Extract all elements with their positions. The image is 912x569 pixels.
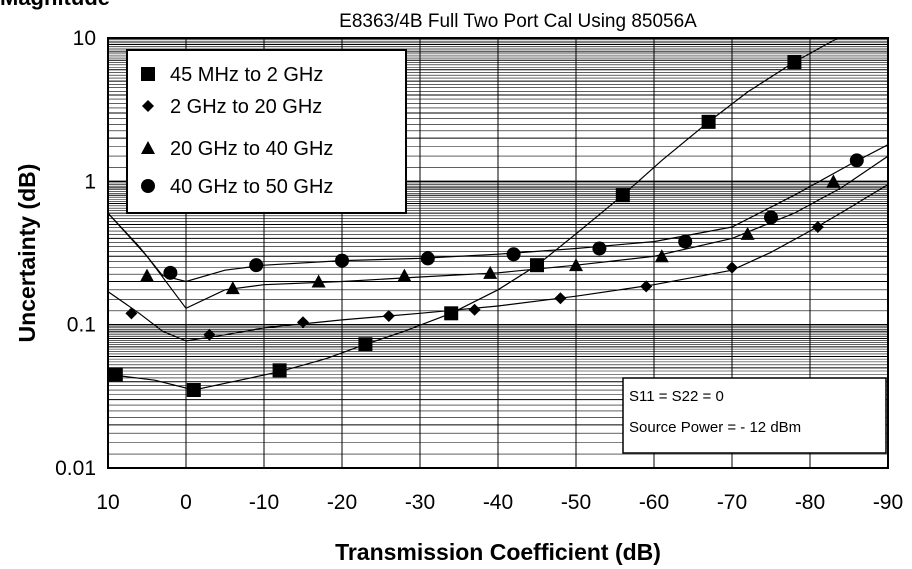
data-point-triangle: [826, 174, 841, 188]
note-source-power: Source Power = - 12 dBm: [629, 419, 801, 436]
top-label-fragment: Magnitude: [0, 0, 110, 10]
data-point-diamond: [468, 303, 481, 316]
data-point-square: [186, 383, 201, 398]
series-curve-triangle: [108, 155, 888, 310]
x-tick-label: 10: [96, 491, 119, 514]
data-point-diamond: [554, 292, 567, 305]
series-curve-diamond: [108, 183, 888, 342]
x-tick-label: -30: [405, 491, 435, 514]
x-tick-label: 0: [180, 491, 192, 514]
series-curves: [108, 38, 888, 391]
data-point-diamond: [382, 309, 395, 322]
y-tick-label: 10: [73, 27, 96, 50]
data-point-diamond: [203, 328, 216, 341]
data-point-triangle: [483, 265, 498, 279]
legend-triangle-marker: [141, 141, 155, 154]
x-tick-label: -70: [717, 491, 747, 514]
legend-label-20ghz-40ghz: 20 GHz to 40 GHz: [170, 138, 333, 160]
x-tick-labels: 10 0 -10 -20 -30 -40 -50 -60 -70 -80 -90: [96, 491, 903, 514]
y-tick-label: 1: [84, 170, 96, 193]
legend-diamond-icon: [142, 100, 154, 112]
x-tick-label: -60: [639, 491, 669, 514]
x-tick-label: -50: [561, 491, 591, 514]
legend: 45 MHz to 2 GHz 2 GHz to 20 GHz 20 GHz t…: [126, 49, 407, 214]
data-point-square: [108, 367, 123, 382]
data-point-circle: [249, 258, 264, 273]
data-point-square: [530, 258, 544, 273]
data-point-triangle: [740, 226, 755, 240]
data-point-square: [272, 363, 287, 378]
data-point-circle: [506, 247, 521, 262]
legend-diamond-marker: [142, 100, 154, 112]
data-point-square: [615, 188, 630, 203]
data-point-square: [701, 114, 716, 129]
data-point-circle: [678, 234, 693, 249]
data-point-diamond: [640, 280, 653, 293]
y-tick-labels: 0.01 0.1 1 10: [55, 27, 96, 480]
data-point-circle: [420, 251, 435, 266]
data-point-triangle: [140, 268, 154, 282]
data-point-square: [358, 337, 373, 352]
data-point-circle: [849, 153, 864, 168]
data-point-triangle: [654, 249, 669, 263]
x-tick-label: -80: [795, 491, 825, 514]
data-point-circle: [335, 253, 349, 268]
data-point-square: [444, 306, 459, 321]
data-point-diamond: [811, 221, 824, 234]
data-point-diamond: [726, 261, 738, 274]
legend-square-icon: [141, 67, 155, 81]
data-point-circle: [163, 265, 178, 280]
legend-circle-icon: [141, 179, 155, 193]
data-point-circle: [764, 210, 778, 225]
x-tick-label: -90: [873, 491, 903, 514]
conditions-box: [622, 377, 887, 454]
data-point-triangle: [311, 274, 326, 288]
legend-label-40ghz-50ghz: 40 GHz to 50 GHz: [170, 176, 333, 198]
legend-box: [126, 49, 407, 214]
x-tick-label: -10: [249, 491, 279, 514]
data-point-triangle: [225, 281, 240, 295]
legend-circle-marker: [141, 179, 155, 193]
y-tick-label: 0.1: [67, 314, 96, 337]
data-point-triangle: [569, 258, 583, 272]
y-axis-label: Uncertainty (dB): [14, 164, 40, 343]
x-axis-label: Transmission Coefficient (dB): [335, 539, 661, 565]
plot-frame: [107, 37, 889, 469]
data-point-triangle: [397, 268, 412, 282]
x-tick-label: -40: [483, 491, 513, 514]
legend-square-marker: [141, 67, 155, 81]
data-point-circle: [592, 241, 607, 256]
x-tick-label: -20: [327, 491, 357, 514]
note-s11-s22: S11 = S22 = 0: [629, 388, 724, 405]
legend-triangle-icon: [141, 141, 155, 154]
series-curve-square: [108, 38, 841, 391]
legend-label-45mhz-2ghz: 45 MHz to 2 GHz: [170, 64, 323, 86]
legend-label-2ghz-20ghz: 2 GHz to 20 GHz: [170, 96, 322, 118]
conditions-note: S11 = S22 = 0 Source Power = - 12 dBm: [622, 377, 887, 454]
y-tick-label: 0.01: [55, 457, 96, 480]
data-point-diamond: [297, 316, 309, 329]
data-point-square: [787, 55, 802, 70]
chart-title: E8363/4B Full Two Port Cal Using 85056A: [339, 11, 697, 32]
data-point-diamond: [125, 307, 138, 320]
series-markers: [108, 55, 864, 398]
